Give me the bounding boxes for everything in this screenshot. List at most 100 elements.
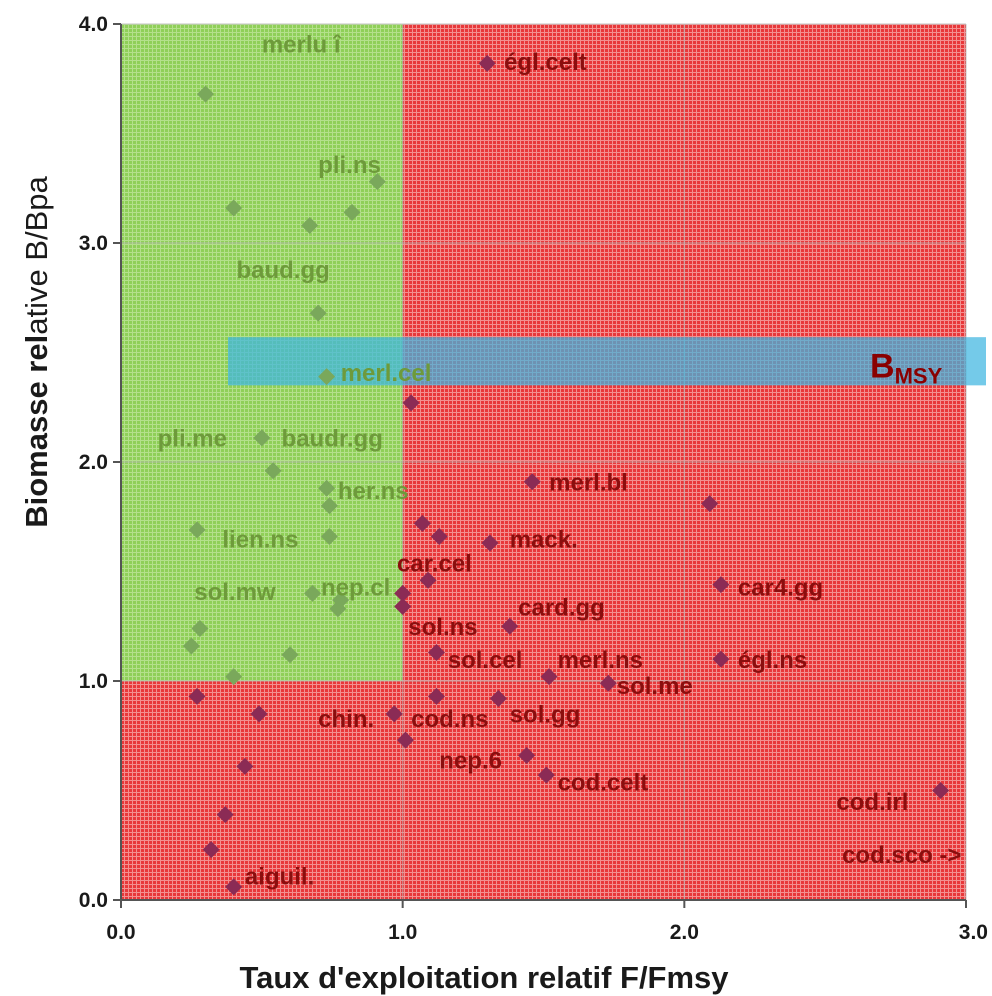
- point-label: sol.mw: [194, 579, 276, 606]
- point-label: pli.ns: [318, 152, 381, 179]
- data-point: [537, 766, 555, 784]
- y-tick-label: 4.0: [79, 13, 108, 36]
- point-label: cod.celt: [558, 770, 649, 797]
- data-point: [932, 782, 950, 799]
- data-point: [701, 495, 719, 513]
- data-point: [264, 462, 282, 480]
- data-point: [253, 429, 271, 447]
- bmsy-band: BMSY: [228, 337, 986, 388]
- data-point: [419, 571, 437, 589]
- point-label: cod.ns: [411, 706, 488, 733]
- data-point: [540, 668, 558, 686]
- y-tick-label: 3.0: [79, 232, 108, 255]
- point-label: nep.6: [439, 748, 502, 775]
- data-point: [712, 650, 730, 668]
- point-label: sol.gg: [510, 702, 581, 729]
- point-label: merl.ns: [558, 647, 643, 674]
- data-point: [216, 806, 234, 824]
- x-tick-label: 2.0: [670, 921, 699, 944]
- data-point: [225, 199, 243, 217]
- y-axis-title-part-2: rel: [19, 335, 54, 373]
- point-label: pli.me: [158, 426, 227, 453]
- data-point: [413, 514, 431, 532]
- point-label: lien.ns: [222, 526, 298, 553]
- data-point: [430, 527, 448, 545]
- data-point: [329, 600, 347, 618]
- data-point: [427, 687, 445, 705]
- data-point: [225, 878, 243, 896]
- data-point: [281, 646, 299, 664]
- data-point: [396, 731, 414, 749]
- point-label: égl.ns: [738, 647, 807, 674]
- data-point: [518, 746, 536, 764]
- data-point: [301, 216, 319, 234]
- point-label: her.ns: [338, 478, 409, 505]
- data-point: [394, 584, 412, 602]
- point-label: aiguil.: [245, 864, 314, 891]
- data-point: [188, 521, 206, 539]
- data-point: [320, 497, 338, 515]
- data-point: [712, 576, 730, 594]
- data-point: [523, 473, 541, 491]
- data-point: [481, 534, 499, 552]
- point-label: baud.gg: [236, 257, 329, 284]
- point-label: car4.gg: [738, 575, 823, 602]
- data-point: [320, 527, 338, 545]
- bmsy-label-main: B: [870, 347, 895, 385]
- y-axis-title-part-1: Biomasse: [19, 373, 54, 528]
- y-tick-label: 0.0: [79, 889, 108, 912]
- point-label: cod.irl: [836, 789, 908, 816]
- point-label: sol.me: [617, 673, 693, 700]
- point-labels: merlu î pli.ns baud.gg merl.cel pli.me baudr.…: [158, 31, 962, 890]
- x-tick-label: 0.0: [106, 921, 135, 944]
- data-point: [188, 687, 206, 705]
- data-point: [309, 304, 327, 322]
- x-tick-label: 3.0: [959, 921, 988, 944]
- point-label: égl.celt: [504, 49, 587, 76]
- point-label: nep.cl: [321, 575, 390, 602]
- bmsy-label: BMSY: [870, 347, 943, 388]
- data-point: [501, 617, 519, 635]
- data-point: [182, 637, 200, 655]
- data-point: [427, 644, 445, 662]
- point-label: sol.cel: [448, 647, 523, 674]
- data-point: [368, 173, 386, 191]
- point-label: chin.: [318, 706, 374, 733]
- point-label: card.gg: [518, 594, 605, 621]
- data-point: [197, 85, 214, 103]
- bmsy-band-rect: [228, 337, 986, 386]
- y-tick-label: 1.0: [79, 670, 108, 693]
- point-label: sol.ns: [408, 614, 477, 641]
- data-point: [385, 705, 403, 723]
- y-axis-title: Biomasse relative B/Bpa: [19, 175, 54, 527]
- gridlines: [121, 23, 967, 900]
- point-label: merl.cel: [341, 360, 432, 387]
- point-label: car.cel: [397, 551, 472, 578]
- data-point: [478, 54, 496, 72]
- point-label: baudr.gg: [282, 426, 383, 453]
- point-label: mack.: [510, 526, 578, 553]
- data-point: [402, 394, 420, 412]
- axes: 0.0 1.0 2.0 3.0 4.0 0.0 1.0 2.0 3.0: [79, 13, 988, 944]
- data-point: [304, 584, 322, 602]
- data-points: [182, 54, 950, 896]
- x-tick-label: 1.0: [388, 921, 417, 944]
- point-label: merl.bl: [549, 469, 628, 496]
- data-point: [343, 203, 361, 221]
- point-label: merlu î: [262, 31, 342, 58]
- point-label: cod.sco ->: [842, 842, 961, 869]
- data-point: [236, 757, 254, 775]
- data-point: [225, 668, 243, 686]
- y-axis-title-part-3: ative B/Bpa: [19, 175, 54, 334]
- data-point: [202, 841, 220, 859]
- y-tick-label: 2.0: [79, 451, 108, 474]
- data-point: [250, 705, 268, 723]
- data-point: [599, 674, 617, 692]
- data-point: [489, 690, 507, 708]
- data-point: [318, 479, 336, 497]
- data-point: [318, 368, 336, 386]
- x-axis-title: Taux d'exploitation relatif F/Fmsy: [239, 960, 729, 995]
- bmsy-label-sub: MSY: [895, 363, 943, 388]
- data-point: [394, 598, 412, 616]
